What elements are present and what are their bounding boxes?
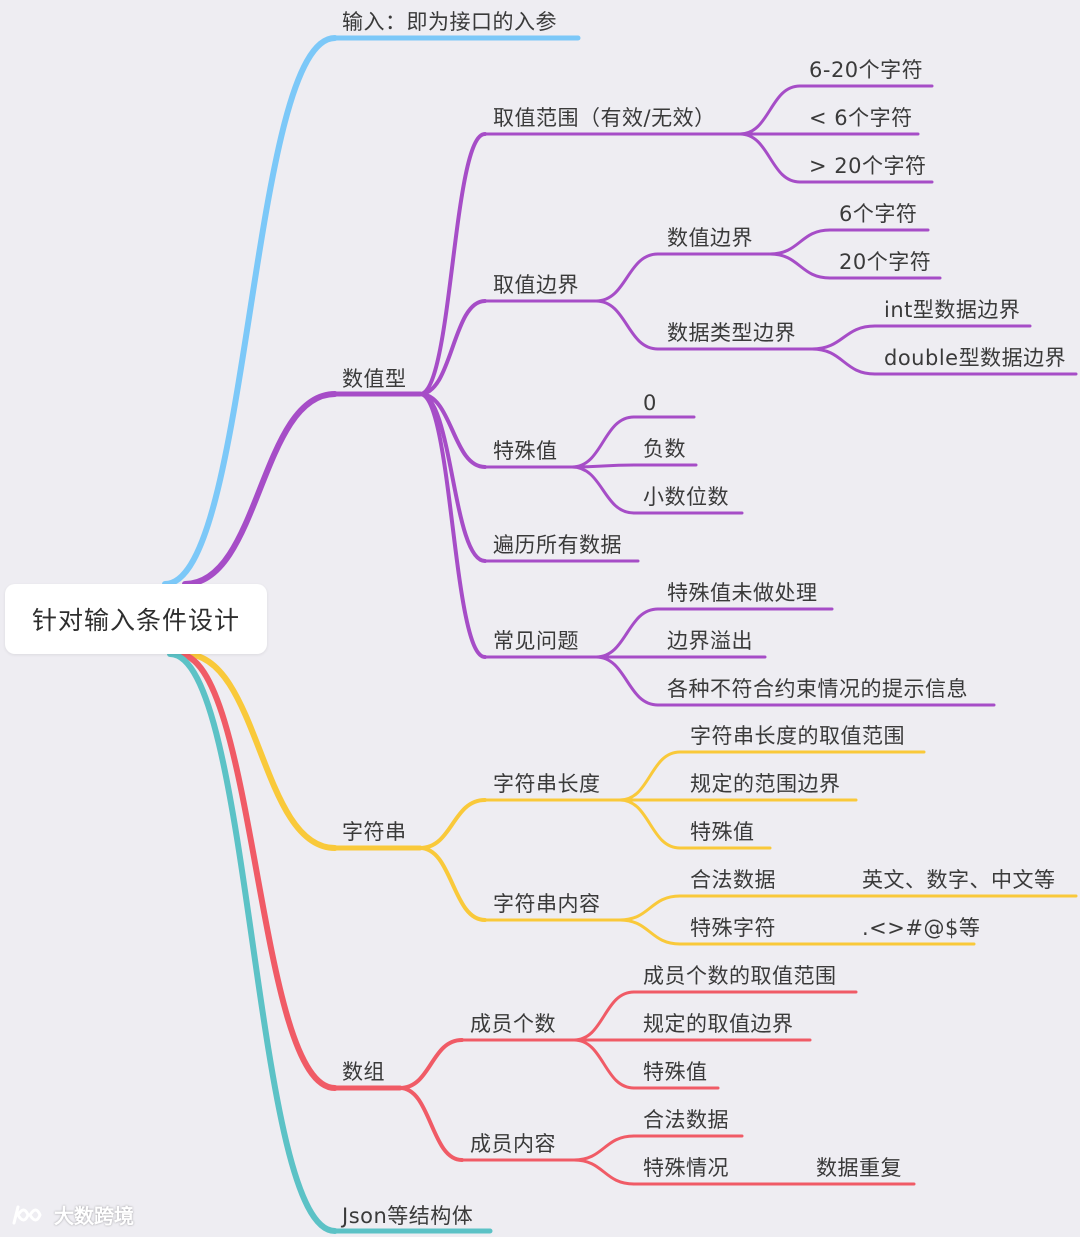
node-array[interactable]: 数组 [342, 1060, 385, 1084]
connector-curve [738, 84, 802, 136]
node-member-count[interactable]: 成员个数 [470, 1012, 556, 1036]
node-count-special[interactable]: 特殊值 [643, 1060, 708, 1084]
node-count-range[interactable]: 成员个数的取值范围 [643, 964, 837, 988]
connector-curve [570, 415, 636, 469]
connector-numeric [182, 391, 338, 587]
node-issue-unhandled[interactable]: 特殊值未做处理 [667, 581, 818, 605]
node-length-boundary[interactable]: 规定的范围边界 [690, 772, 841, 796]
node-range-6-20[interactable]: 6-20个字符 [809, 58, 924, 82]
node-special-values[interactable]: 特殊值 [493, 439, 558, 463]
node-type-boundary[interactable]: 数据类型边界 [667, 321, 796, 345]
connector-string [182, 651, 338, 851]
connector-curve [810, 324, 877, 351]
connector-json [167, 651, 338, 1234]
connector-traverse [418, 392, 487, 563]
connector-curve [570, 465, 636, 515]
node-string-special-detail[interactable]: .<>#@$等 [862, 916, 981, 940]
connector-curve [618, 750, 682, 802]
connector-curve [618, 894, 682, 922]
connector-curve [594, 252, 660, 303]
watermark-text: 大数跨境 [54, 1204, 134, 1228]
connector-curve [768, 228, 832, 256]
node-string-special[interactable]: 特殊字符 [690, 916, 776, 940]
connector-curve [572, 990, 636, 1042]
connector-member-content [398, 1086, 464, 1162]
node-value-boundary[interactable]: 取值边界 [493, 273, 579, 297]
connector-curve [572, 1134, 636, 1162]
node-array-legal[interactable]: 合法数据 [643, 1108, 729, 1132]
node-decimals[interactable]: 小数位数 [643, 485, 729, 509]
node-issue-overflow[interactable]: 边界溢出 [667, 629, 753, 653]
node-range-lt6[interactable]: < 6个字符 [809, 106, 913, 130]
connector-curve [810, 347, 877, 376]
node-int-boundary[interactable]: int型数据边界 [884, 298, 1021, 322]
node-array-duplicate[interactable]: 数据重复 [816, 1156, 902, 1180]
node-string-legal-detail[interactable]: 英文、数字、中文等 [862, 868, 1056, 892]
connector-curve [618, 918, 682, 946]
node-double-boundary[interactable]: double型数据边界 [884, 346, 1067, 370]
node-string[interactable]: 字符串 [342, 820, 407, 844]
connector-string-length [418, 798, 487, 850]
connector-input [162, 35, 338, 587]
connector-string-content [418, 846, 487, 922]
node-string-content[interactable]: 字符串内容 [493, 892, 601, 916]
node-string-legal[interactable]: 合法数据 [690, 868, 776, 892]
node-20-chars[interactable]: 20个字符 [839, 250, 932, 274]
node-value-range[interactable]: 取值范围（有效/无效） [493, 106, 716, 130]
watermark-logo-icon [12, 1205, 42, 1224]
connector-value-boundary [418, 299, 487, 396]
node-json[interactable]: Json等结构体 [342, 1204, 474, 1228]
connector-curve [738, 132, 802, 184]
node-zero[interactable]: 0 [643, 391, 657, 415]
connector-common-issues [418, 392, 487, 659]
node-6-chars[interactable]: 6个字符 [839, 202, 918, 226]
connector-value-range [418, 132, 487, 396]
connector-curve [572, 1158, 636, 1186]
node-string-length[interactable]: 字符串长度 [493, 772, 601, 796]
node-issue-messages[interactable]: 各种不符合约束情况的提示信息 [667, 677, 968, 701]
node-input[interactable]: 输入：即为接口的入参 [342, 10, 557, 34]
node-array-special[interactable]: 特殊情况 [643, 1156, 729, 1180]
watermark: 大数跨境 [10, 1200, 134, 1229]
node-length-special[interactable]: 特殊值 [690, 820, 755, 844]
node-numeric[interactable]: 数值型 [342, 367, 407, 391]
node-numeric-boundary[interactable]: 数值边界 [667, 226, 753, 250]
node-count-boundary[interactable]: 规定的取值边界 [643, 1012, 794, 1036]
node-negative[interactable]: 负数 [643, 437, 686, 461]
connector-array [175, 651, 338, 1091]
node-length-range[interactable]: 字符串长度的取值范围 [690, 724, 905, 748]
connector-curve [594, 607, 660, 659]
root-label: 针对输入条件设计 [31, 606, 240, 635]
root-node[interactable]: 针对输入条件设计 [5, 584, 267, 654]
node-member-content[interactable]: 成员内容 [470, 1132, 556, 1156]
node-traverse[interactable]: 遍历所有数据 [493, 533, 622, 557]
connector-curve [594, 299, 660, 351]
connector-curve [594, 655, 660, 707]
connector-member-count [398, 1038, 464, 1090]
connector-curve [768, 252, 832, 280]
connector-curve [618, 798, 682, 850]
connector-curve [572, 1038, 636, 1090]
node-range-gt20[interactable]: > 20个字符 [809, 154, 927, 178]
node-common-issues[interactable]: 常见问题 [493, 629, 579, 653]
